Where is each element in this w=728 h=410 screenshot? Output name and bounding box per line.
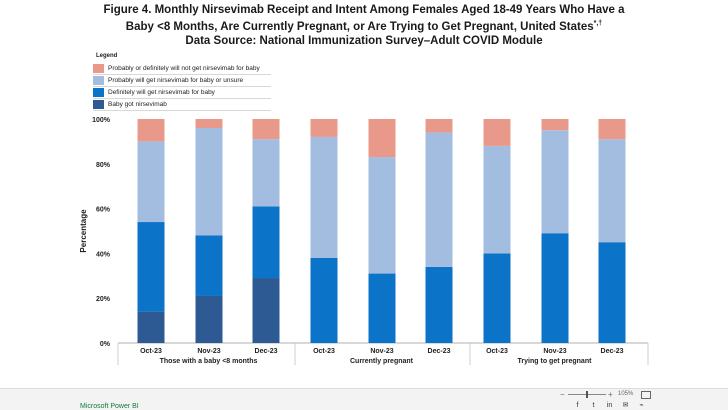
bar-segment bbox=[252, 278, 280, 343]
bar-segment bbox=[310, 119, 338, 137]
bar-segment bbox=[483, 119, 511, 146]
x-tick-label: Oct-23 bbox=[313, 348, 335, 355]
x-tick-label: Dec-23 bbox=[255, 348, 278, 355]
title-line-2-main: Baby <8 Months, Are Currently Pregnant, … bbox=[125, 20, 594, 33]
bar-segment bbox=[368, 273, 396, 343]
powerbi-footer-bar bbox=[0, 388, 728, 410]
legend-item[interactable]: Probably or definitely will not get nirs… bbox=[93, 63, 271, 75]
bar-segment bbox=[252, 119, 280, 140]
linkedin-icon[interactable]: in bbox=[606, 402, 613, 409]
bar-segment bbox=[541, 233, 569, 343]
powerbi-icon[interactable]: ⌁ bbox=[639, 402, 644, 409]
bar-segment bbox=[598, 119, 626, 140]
bar-segment bbox=[598, 139, 626, 243]
group-label: Currently pregnant bbox=[350, 358, 414, 365]
facebook-icon[interactable]: f bbox=[576, 402, 579, 409]
fit-to-page-icon[interactable] bbox=[641, 391, 651, 399]
bar-segment bbox=[425, 119, 453, 133]
zoom-in-button[interactable]: + bbox=[608, 390, 613, 399]
email-icon[interactable]: ✉ bbox=[622, 402, 629, 409]
legend-label: Probably or definitely will not get nirs… bbox=[108, 65, 260, 72]
bar-segment bbox=[137, 311, 165, 343]
legend-item[interactable]: Baby got nirsevimab bbox=[93, 99, 271, 111]
bar-segment bbox=[310, 136, 338, 258]
bar-segment bbox=[252, 139, 280, 207]
legend: Legend Probably or definitely will not g… bbox=[93, 53, 271, 111]
bar-segment bbox=[598, 242, 626, 343]
zoom-level: 105% bbox=[618, 391, 634, 397]
y-tick-label: 80% bbox=[96, 162, 111, 169]
bar-segment bbox=[137, 119, 165, 142]
x-tick-label: Dec-23 bbox=[428, 348, 451, 355]
title-line-3: Data Source: National Immunization Surve… bbox=[185, 34, 543, 47]
chart-title: Figure 4. Monthly Nirsevimab Receipt and… bbox=[0, 3, 728, 48]
y-tick-label: 100% bbox=[92, 117, 111, 124]
y-tick-label: 40% bbox=[96, 251, 111, 258]
bar-segment bbox=[195, 127, 223, 236]
bar-segment bbox=[425, 132, 453, 267]
bar-segment bbox=[541, 130, 569, 234]
y-tick-label: 0% bbox=[100, 341, 111, 348]
x-tick-label: Nov-23 bbox=[370, 348, 393, 355]
y-tick-label: 60% bbox=[96, 207, 111, 214]
legend-item[interactable]: Probably will get nirsevimab for baby or… bbox=[93, 75, 271, 87]
powerbi-brand-link[interactable]: Microsoft Power BI bbox=[80, 403, 139, 410]
legend-swatch bbox=[93, 100, 104, 109]
legend-label: Definitely will get nirsevimab for baby bbox=[108, 89, 215, 96]
bar-segment bbox=[195, 295, 223, 343]
x-tick-label: Nov-23 bbox=[543, 348, 566, 355]
share-icons: f t in ✉ ⌁ bbox=[574, 402, 645, 409]
legend-item[interactable]: Definitely will get nirsevimab for baby bbox=[93, 87, 271, 99]
bar-segment bbox=[252, 206, 280, 279]
bar-segment bbox=[368, 157, 396, 274]
bar-segment bbox=[310, 257, 338, 343]
legend-swatch bbox=[93, 64, 104, 73]
legend-swatch bbox=[93, 76, 104, 85]
bar-segment bbox=[541, 119, 569, 131]
group-label: Those with a baby <8 months bbox=[160, 358, 258, 365]
bar-segment bbox=[195, 235, 223, 296]
y-axis-label: Percentage bbox=[79, 209, 88, 253]
legend-label: Baby got nirsevimab bbox=[108, 101, 167, 108]
twitter-icon[interactable]: t bbox=[592, 402, 595, 409]
y-tick-label: 20% bbox=[96, 296, 111, 303]
title-footnote-marks: *,† bbox=[593, 20, 603, 27]
stacked-bar-chart: 0% 20% 40% 60% 80% 100% Percentage Oct-23 Nov-23… bbox=[79, 117, 649, 365]
x-tick-label: Dec-23 bbox=[601, 348, 624, 355]
x-tick-label: Oct-23 bbox=[486, 348, 508, 355]
zoom-slider-thumb[interactable] bbox=[586, 391, 588, 398]
bar-segment bbox=[425, 266, 453, 343]
group-label: Trying to get pregnant bbox=[518, 358, 593, 365]
bar-segment bbox=[137, 222, 165, 312]
bar-segment bbox=[195, 119, 223, 128]
x-tick-label: Oct-23 bbox=[140, 348, 162, 355]
bar-segment bbox=[483, 253, 511, 343]
bar-segment bbox=[368, 119, 396, 158]
x-tick-label: Nov-23 bbox=[197, 348, 220, 355]
legend-title: Legend bbox=[96, 53, 118, 59]
title-line-1: Figure 4. Monthly Nirsevimab Receipt and… bbox=[103, 4, 625, 16]
legend-items: Probably or definitely will not get nirs… bbox=[93, 63, 271, 111]
bar-segment bbox=[137, 141, 165, 223]
legend-label: Probably will get nirsevimab for baby or… bbox=[108, 77, 244, 84]
title-line-2: Baby <8 Months, Are Currently Pregnant, … bbox=[0, 17, 728, 34]
bar-segment bbox=[483, 145, 511, 254]
legend-swatch bbox=[93, 88, 104, 97]
zoom-out-button[interactable]: − bbox=[560, 390, 565, 399]
